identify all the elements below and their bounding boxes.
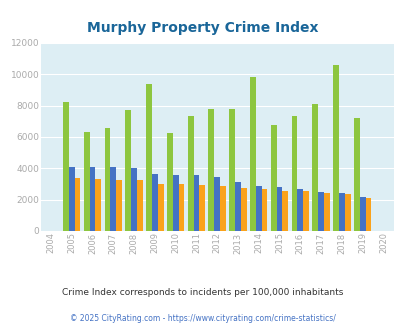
Bar [240,188,246,231]
Bar [104,128,110,231]
Bar [255,185,261,231]
Bar [151,174,158,231]
Bar [63,102,69,231]
Bar [364,198,371,231]
Bar [178,184,184,231]
Bar [311,104,318,231]
Bar [344,194,350,231]
Bar [234,182,240,231]
Bar [116,180,122,231]
Bar [359,197,364,231]
Bar [261,189,267,231]
Bar [318,192,323,231]
Bar [199,185,205,231]
Bar [276,187,282,231]
Bar [291,116,297,231]
Bar [172,175,178,231]
Bar [353,118,359,231]
Bar [249,77,255,231]
Bar [95,179,101,231]
Bar [166,133,172,231]
Bar [297,189,303,231]
Bar [75,178,80,231]
Bar [214,177,220,231]
Bar [229,109,234,231]
Bar [303,191,308,231]
Text: Crime Index corresponds to incidents per 100,000 inhabitants: Crime Index corresponds to incidents per… [62,287,343,297]
Bar [125,110,131,231]
Bar [158,184,163,231]
Bar [208,109,214,231]
Bar [333,65,338,231]
Bar [282,191,288,231]
Bar [90,167,95,231]
Text: © 2025 CityRating.com - https://www.cityrating.com/crime-statistics/: © 2025 CityRating.com - https://www.city… [70,314,335,323]
Bar [131,168,136,231]
Text: Murphy Property Crime Index: Murphy Property Crime Index [87,21,318,35]
Bar [193,175,199,231]
Bar [146,84,151,231]
Bar [338,193,344,231]
Bar [110,167,116,231]
Bar [270,125,276,231]
Bar [69,167,75,231]
Bar [83,132,90,231]
Bar [187,116,193,231]
Bar [136,180,143,231]
Bar [323,193,329,231]
Bar [220,185,225,231]
